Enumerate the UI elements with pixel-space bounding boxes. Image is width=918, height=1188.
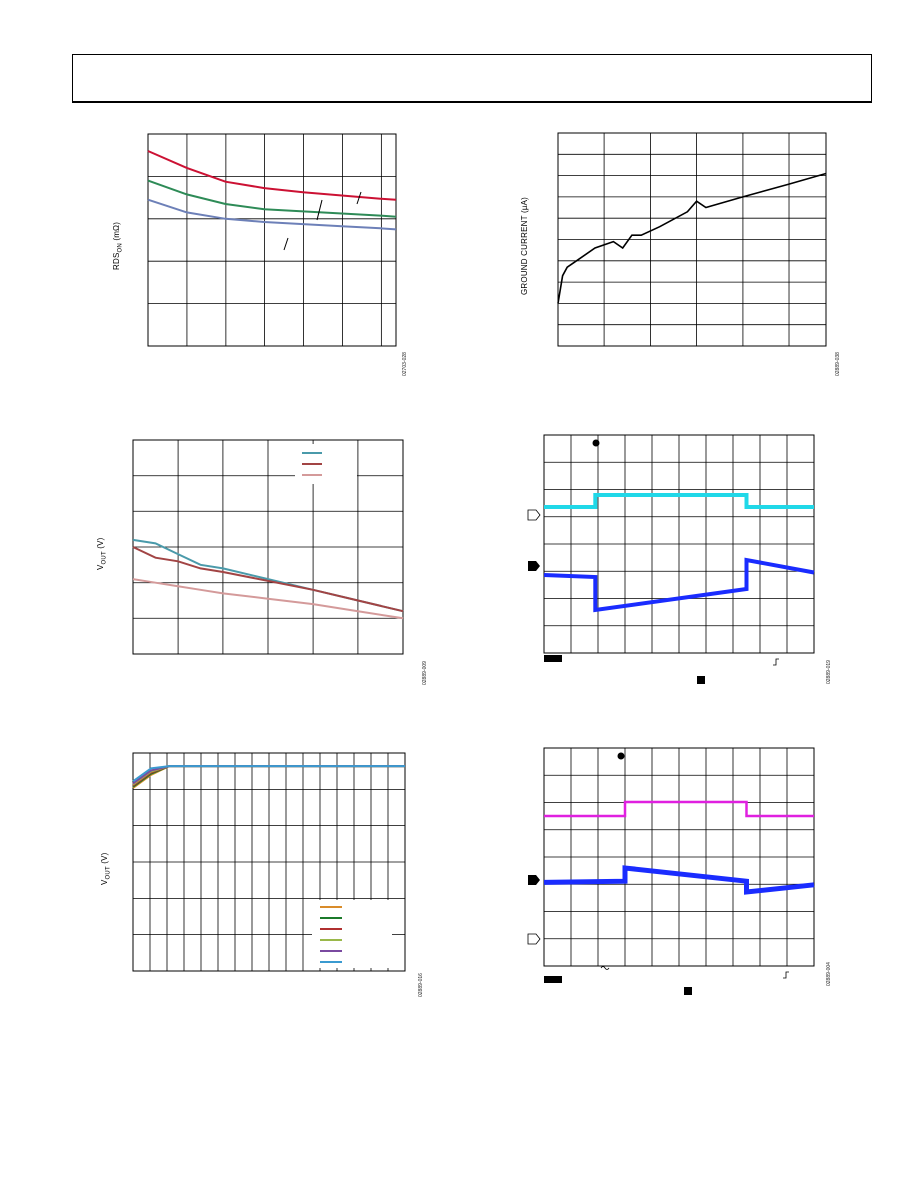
- load-transient-figure-id: 02889-019: [826, 660, 832, 684]
- rds-arrow-1: [356, 191, 362, 205]
- vdrop-legend-box: [312, 900, 392, 968]
- line-transient-scope: 02889-004: [520, 740, 845, 1005]
- rds-arrow-2: [316, 199, 323, 221]
- scope1-ch2-series-0: [543, 557, 815, 613]
- vdrop-series-5: [132, 765, 405, 783]
- rds-series-1: [147, 179, 397, 218]
- vout-dropout-plot: [132, 752, 406, 972]
- scope1-trigger-marker: [592, 439, 600, 447]
- vout-dropout-chart: VOUT (V) 02889-016: [90, 745, 435, 1005]
- rds-series-2: [147, 198, 397, 231]
- scope1-ch-box: [697, 676, 705, 684]
- vload-series-1: [132, 546, 404, 613]
- rds-on-plot: [147, 133, 397, 347]
- scope2-ch1-series-0: [544, 800, 814, 818]
- scope1-status-box: [544, 655, 562, 662]
- rds-series-0: [147, 150, 397, 201]
- rds-on-figure-id: 02703-028: [402, 352, 408, 376]
- load-transient-plot: [527, 434, 815, 684]
- scope2-trigger-marker: [617, 752, 625, 760]
- vout-dropout-figure-id: 02889-016: [418, 973, 424, 997]
- scope2-ch2-series-0: [543, 865, 815, 895]
- rds-frame: [147, 133, 397, 347]
- ground-current-plot: [557, 132, 827, 347]
- vout-load-plot: [132, 439, 404, 655]
- line-transient-plot: [527, 747, 815, 995]
- vout-load-chart: VOUT (V) 02889-009: [90, 430, 435, 690]
- scope2-ch1-marker: [527, 933, 541, 945]
- line-transient-figure-id: 02889-004: [826, 962, 832, 986]
- page-header-box: [72, 54, 872, 103]
- ground-current-figure-id: 02889-038: [835, 352, 841, 376]
- scope2-tilde-icon: [600, 966, 610, 970]
- rds-arrow-3: [283, 237, 289, 251]
- scope1-ch2-marker: [528, 561, 540, 571]
- scope2-edge-icon: [783, 971, 789, 979]
- scope2-status-box: [544, 976, 562, 983]
- scope2-ch-box: [684, 987, 692, 995]
- scope2-ch2-marker: [528, 875, 540, 885]
- vout-load-figure-id: 02889-009: [422, 661, 428, 685]
- ground-series-0: [557, 172, 827, 304]
- ground-current-chart: GROUND CURRENT (µA) 02889-038: [515, 120, 845, 380]
- scope1-ch1-marker: [527, 509, 541, 521]
- vload-series-2: [132, 578, 404, 620]
- rds-on-chart: RDSON (mΩ) 02703-028: [100, 120, 420, 380]
- scope1-ch1-series-0: [544, 493, 814, 509]
- load-transient-scope: 02889-019: [520, 425, 845, 695]
- scope1-edge-icon: [773, 658, 779, 666]
